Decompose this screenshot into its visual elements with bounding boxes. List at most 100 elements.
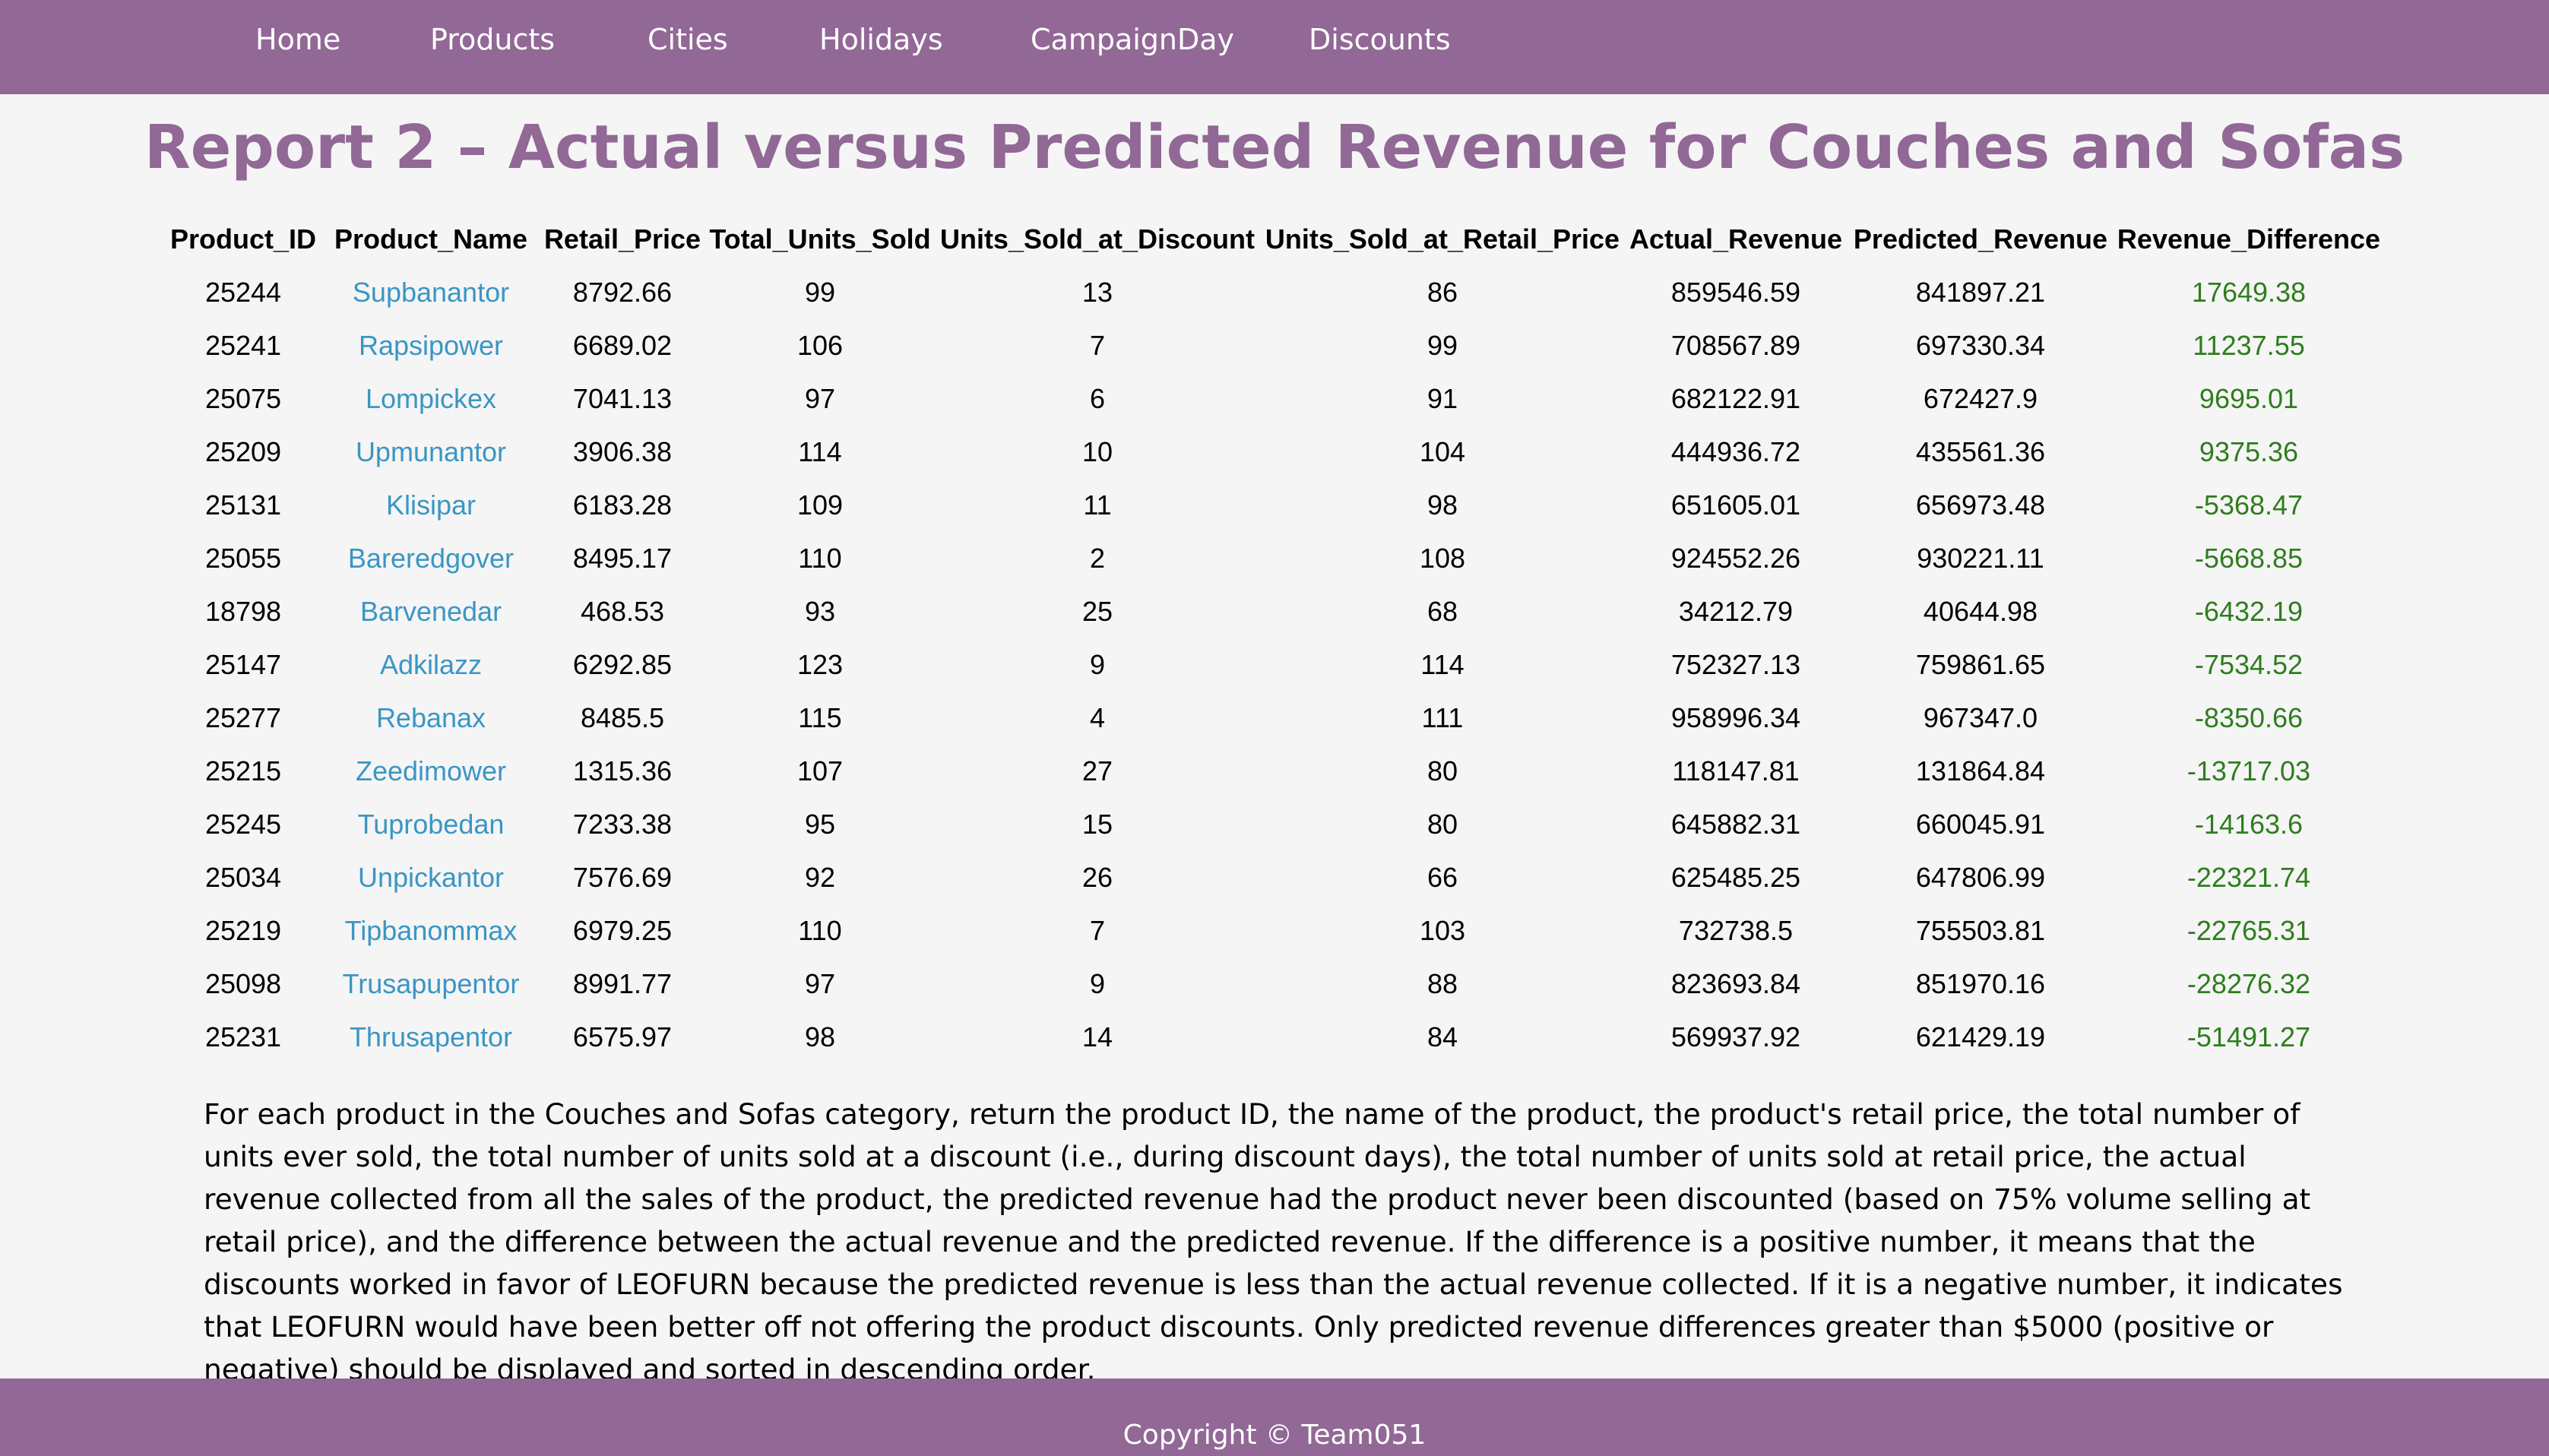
table-cell: 86 bbox=[1426, 277, 1458, 308]
product-name-link[interactable]: Bareredgover bbox=[347, 543, 515, 574]
table-cell: 8485.5 bbox=[580, 702, 665, 733]
table-row: 25147 Adkilazz 6292.85 123 9 114 752327.13 7598… bbox=[163, 638, 2385, 692]
table-cell: 84 bbox=[1426, 1021, 1458, 1052]
product-name-cell: Bareredgover bbox=[324, 532, 538, 585]
table-cell: 88 bbox=[1426, 968, 1458, 999]
table-cell: 435561.36 bbox=[1915, 436, 2046, 467]
table-cell: 6292.85 bbox=[572, 649, 673, 680]
table-row: 25131 Klisipar 6183.28 109 11 98 651605.01 6569… bbox=[163, 479, 2385, 532]
revenue-report-table: Product_ID Product_Name Retail_Price Tot… bbox=[163, 213, 2385, 1064]
table-cell: 25241 bbox=[204, 330, 282, 361]
product-name-link[interactable]: Tuprobedan bbox=[357, 809, 505, 840]
product-name-link[interactable]: Rapsipower bbox=[358, 330, 504, 361]
product-name-link[interactable]: Tipbanommax bbox=[344, 915, 518, 946]
table-row: 25277 Rebanax 8485.5 115 4 111 958996.34 967347… bbox=[163, 692, 2385, 745]
product-name-cell: Tuprobedan bbox=[324, 798, 538, 851]
table-cell: 9695.01 bbox=[2199, 383, 2299, 414]
column-header: Retail_Price bbox=[543, 223, 701, 255]
nav-products-link[interactable]: Products bbox=[430, 23, 556, 56]
product-name-link[interactable]: Klisipar bbox=[385, 489, 477, 521]
table-cell: 80 bbox=[1426, 809, 1458, 840]
table-cell: 25231 bbox=[204, 1021, 282, 1052]
table-cell: 103 bbox=[1419, 915, 1466, 946]
product-name-cell: Upmunantor bbox=[324, 426, 538, 479]
table-cell: 645882.31 bbox=[1670, 809, 1801, 840]
product-name-link[interactable]: Unpickantor bbox=[357, 862, 505, 893]
table-cell: 92 bbox=[804, 862, 836, 893]
table-cell: 7041.13 bbox=[572, 383, 673, 414]
column-header: Total_Units_Sold bbox=[709, 223, 931, 255]
table-cell: 110 bbox=[798, 915, 842, 946]
table-cell: 114 bbox=[798, 436, 842, 467]
table-cell: 930221.11 bbox=[1917, 543, 2044, 574]
table-cell: 95 bbox=[804, 809, 836, 840]
table-cell: 13 bbox=[1081, 277, 1113, 308]
product-name-link[interactable]: Lompickex bbox=[365, 383, 497, 414]
table-cell: 104 bbox=[1419, 436, 1466, 467]
product-name-link[interactable]: Barvenedar bbox=[359, 596, 502, 627]
table-cell: -51491.27 bbox=[2186, 1021, 2311, 1052]
table-cell: 647806.99 bbox=[1915, 862, 2046, 893]
table-cell: 8991.77 bbox=[572, 968, 673, 999]
product-name-link[interactable]: Thrusapentor bbox=[349, 1021, 513, 1052]
footer-bar bbox=[0, 1378, 2549, 1456]
table-cell: 8495.17 bbox=[572, 543, 673, 574]
table-row: 25209 Upmunantor 3906.38 114 10 104 444936.72 4… bbox=[163, 426, 2385, 479]
table-cell: 17649.38 bbox=[2191, 277, 2307, 308]
product-name-link[interactable]: Rebanax bbox=[375, 702, 486, 733]
table-cell: 651605.01 bbox=[1670, 489, 1801, 521]
table-cell: -13717.03 bbox=[2186, 755, 2311, 787]
table-cell: 732738.5 bbox=[1678, 915, 1794, 946]
table-cell: 4 bbox=[1089, 702, 1106, 733]
table-cell: 958996.34 bbox=[1670, 702, 1801, 733]
nav-campaignday-link[interactable]: CampaignDay bbox=[1031, 23, 1235, 56]
product-name-cell: Klisipar bbox=[324, 479, 538, 532]
table-row: 25098 Trusapupentor 8991.77 97 9 88 823693.84 8… bbox=[163, 957, 2385, 1011]
product-name-cell: Rebanax bbox=[324, 692, 538, 745]
table-cell: 118147.81 bbox=[1672, 755, 1800, 787]
table-cell: 7 bbox=[1089, 915, 1106, 946]
table-cell: 851970.16 bbox=[1915, 968, 2046, 999]
nav-home-link[interactable]: Home bbox=[255, 23, 341, 56]
nav-holidays-link[interactable]: Holidays bbox=[819, 23, 943, 56]
product-name-cell: Unpickantor bbox=[324, 851, 538, 904]
table-row: 25055 Bareredgover 8495.17 110 2 108 924552.26… bbox=[163, 532, 2385, 585]
table-cell: 15 bbox=[1081, 809, 1113, 840]
table-cell: 91 bbox=[1426, 383, 1458, 414]
product-name-link[interactable]: Zeedimower bbox=[355, 755, 507, 787]
table-cell: 682122.91 bbox=[1670, 383, 1801, 414]
table-cell: 7576.69 bbox=[572, 862, 673, 893]
table-cell: 14 bbox=[1081, 1021, 1113, 1052]
table-cell: 25075 bbox=[204, 383, 282, 414]
product-name-cell: Adkilazz bbox=[324, 638, 538, 692]
table-row: 18798 Barvenedar 468.53 93 25 68 34212.79 40644… bbox=[163, 585, 2385, 638]
table-cell: 68 bbox=[1426, 596, 1458, 627]
table-cell: 11 bbox=[1083, 489, 1112, 521]
table-row: 25231 Thrusapentor 6575.97 98 14 84 569937.92 6… bbox=[163, 1011, 2385, 1064]
table-cell: -6432.19 bbox=[2194, 596, 2304, 627]
report-description: For each product in the Couches and Sofa… bbox=[204, 1097, 2343, 1386]
table-cell: 25244 bbox=[204, 277, 282, 308]
table-cell: 109 bbox=[796, 489, 844, 521]
table-cell: 25034 bbox=[204, 862, 282, 893]
product-name-link[interactable]: Upmunantor bbox=[355, 436, 507, 467]
table-row: 25245 Tuprobedan 7233.38 95 15 80 645882.31 660… bbox=[163, 798, 2385, 851]
table-cell: 752327.13 bbox=[1670, 649, 1801, 680]
table-cell: 656973.48 bbox=[1915, 489, 2046, 521]
product-name-link[interactable]: Adkilazz bbox=[379, 649, 483, 680]
product-name-link[interactable]: Supbanantor bbox=[352, 277, 510, 308]
table-cell: -8350.66 bbox=[2194, 702, 2304, 733]
table-cell: 66 bbox=[1426, 862, 1458, 893]
table-cell: 25131 bbox=[204, 489, 282, 521]
product-name-link[interactable]: Trusapupentor bbox=[342, 968, 520, 999]
nav-discounts-link[interactable]: Discounts bbox=[1309, 23, 1451, 56]
table-cell: 759861.65 bbox=[1915, 649, 2046, 680]
nav-cities-link[interactable]: Cities bbox=[648, 23, 728, 56]
product-name-cell: Supbanantor bbox=[324, 266, 538, 319]
table-cell: 99 bbox=[804, 277, 836, 308]
table-row: 25215 Zeedimower 1315.36 107 27 80 118147.81 13… bbox=[163, 745, 2385, 798]
table-row: 25244 Supbanantor 8792.66 99 13 86 859546.59 84… bbox=[163, 266, 2385, 319]
table-cell: 1315.36 bbox=[572, 755, 673, 787]
column-header: Revenue_Difference bbox=[2117, 223, 2381, 255]
product-name-cell: Rapsipower bbox=[324, 319, 538, 372]
